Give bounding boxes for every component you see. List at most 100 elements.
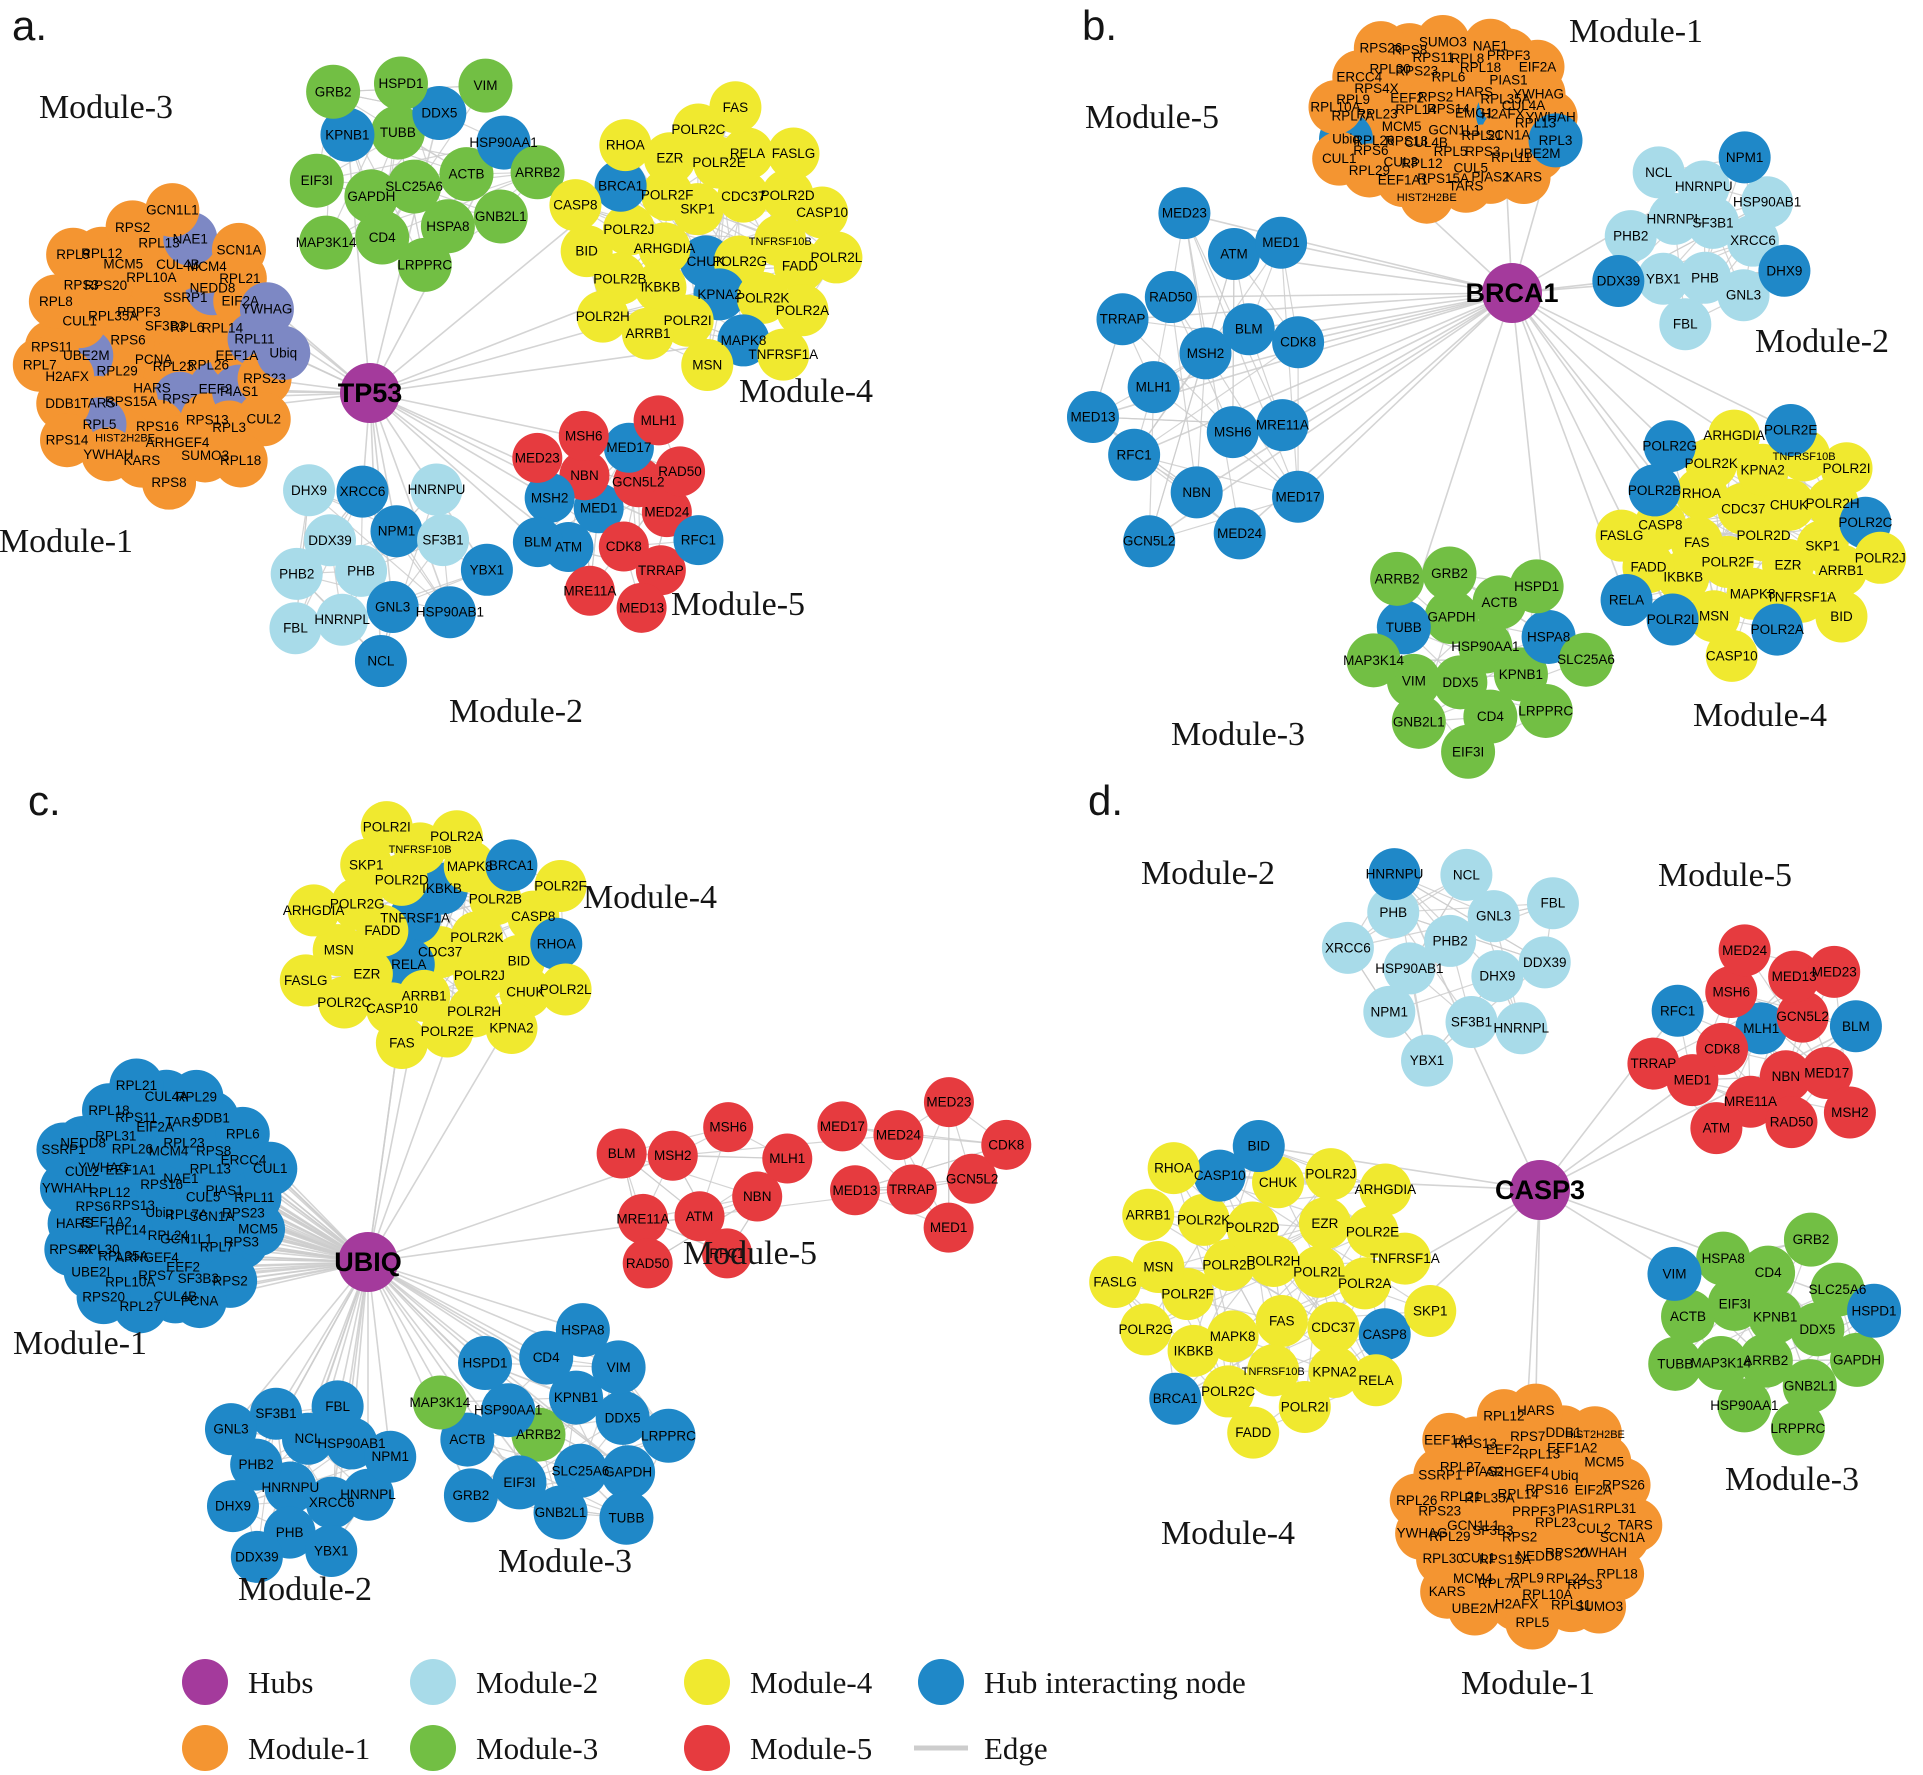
- node-MRE11A: [617, 1193, 668, 1244]
- node-POLR2L: [1646, 593, 1699, 646]
- hub-edge: [367, 1261, 521, 1483]
- node-PHB: [1367, 886, 1420, 939]
- node-label: MED17: [1804, 1065, 1849, 1080]
- node-label: RPS23: [222, 1206, 265, 1221]
- node-label: EIF2A: [221, 294, 259, 309]
- node-RPS20: [76, 1270, 131, 1325]
- node-NPM1: [364, 1430, 417, 1483]
- node-label: CDK8: [606, 539, 642, 554]
- node-MED17: [1272, 470, 1325, 523]
- node-label: POLR2B: [1628, 483, 1681, 498]
- node-TRRAP: [1096, 293, 1149, 346]
- node-POLR2K: [736, 271, 789, 324]
- node-label: POLR2F: [1161, 1287, 1214, 1302]
- node-label: RPS6: [76, 1199, 111, 1214]
- node-RPL8: [28, 274, 83, 329]
- hub-edge: [346, 134, 371, 394]
- node-label: PIAS1: [1489, 72, 1527, 87]
- node-HSPA8: [1696, 1231, 1751, 1286]
- hub-edge: [369, 339, 744, 394]
- node-label: POLR2J: [603, 222, 654, 237]
- node-label: GNB2L1: [475, 209, 527, 224]
- node-label: CDC37: [1721, 501, 1765, 516]
- node-label: PHB2: [1432, 933, 1467, 948]
- node-label: SCN1A: [1600, 1530, 1645, 1545]
- node-label: POLR2E: [1346, 1224, 1399, 1239]
- node-MED1: [923, 1202, 974, 1253]
- node-MAPK8: [1206, 1310, 1259, 1363]
- node-DDX39: [1518, 936, 1571, 989]
- node-label: RPL11: [1491, 150, 1531, 165]
- node-MAP3K14: [1693, 1336, 1748, 1391]
- node-label: POLR2G: [330, 896, 385, 911]
- node-RFC1: [673, 515, 724, 566]
- node-NPM1: [1718, 131, 1771, 184]
- node-BLM: [512, 517, 563, 568]
- node-label: SKP1: [349, 857, 384, 872]
- edge: [854, 1144, 1007, 1191]
- node-label: TNFRSF1A: [748, 347, 818, 362]
- node-ARHGDIA: [287, 884, 340, 937]
- node-MSH6: [1705, 966, 1758, 1019]
- node-label: TNFRSF1A: [1370, 1251, 1440, 1266]
- node-label: SF3B3: [145, 319, 186, 334]
- node-label: MAP3K14: [296, 235, 357, 250]
- node-HIST2H2BE: [1399, 169, 1454, 224]
- node-label: MRE11A: [1724, 1094, 1777, 1109]
- node-HSPD1: [1847, 1283, 1902, 1338]
- node-label: KPNA2: [489, 1021, 533, 1036]
- node-label: MSH2: [654, 1148, 692, 1163]
- node-label: NAE1: [1473, 38, 1508, 53]
- node-RPL10A: [1308, 80, 1363, 135]
- node-YBX1: [305, 1524, 358, 1577]
- node-MRE11A: [564, 565, 615, 616]
- node-YBX1: [1401, 1034, 1454, 1087]
- node-FAS: [1255, 1294, 1308, 1347]
- node-label: RPL26: [188, 358, 229, 373]
- node-POLR2K: [1177, 1193, 1230, 1246]
- node-label: RPL29: [1429, 1529, 1470, 1544]
- node-label: RPL24: [1546, 1571, 1588, 1586]
- node-label: RPL35A: [1464, 1490, 1514, 1505]
- node-label: PHB: [1379, 905, 1407, 920]
- node-label: GNL3: [375, 600, 410, 615]
- node-label: MED1: [580, 501, 618, 516]
- node-FASLG: [1089, 1255, 1142, 1308]
- node-label: POLR2K: [1685, 456, 1738, 471]
- node-label: MSN: [1143, 1259, 1173, 1274]
- node-label: NAE1: [173, 231, 208, 246]
- node-label: EEF2: [1486, 1442, 1520, 1457]
- node-label: RPS14: [1427, 102, 1470, 117]
- node-label: CUL1: [1322, 151, 1357, 166]
- node-TARS: [1608, 1498, 1663, 1553]
- node-DDX39: [230, 1530, 283, 1583]
- node-label: RPS7: [138, 1268, 173, 1283]
- node-label: RPS3: [224, 1235, 259, 1250]
- node-label: RPS26: [1602, 1478, 1645, 1493]
- hub-edge: [1511, 292, 1656, 491]
- hub-edge: [367, 1261, 547, 1359]
- node-GNB2L1: [1782, 1359, 1837, 1414]
- node-MSH2: [647, 1130, 698, 1181]
- node-MED17: [1800, 1046, 1853, 1099]
- node-TRRAP: [886, 1164, 937, 1215]
- node-label: SLC25A6: [552, 1463, 610, 1478]
- node-label: PHB: [347, 563, 375, 578]
- node-HSP90AA1: [1717, 1378, 1772, 1433]
- node-label: CUL4A: [145, 1089, 189, 1104]
- edge: [1170, 296, 1299, 498]
- node-MED1: [1255, 216, 1308, 269]
- node-DDX5: [595, 1390, 650, 1445]
- node-label: MAP3K14: [410, 1395, 471, 1410]
- node-label: RPL18: [1596, 1566, 1637, 1581]
- node-label: YWHAG: [1513, 86, 1564, 101]
- node-HSPD1: [373, 56, 428, 111]
- node-EEF1A1: [1422, 1412, 1477, 1467]
- node-label: MED17: [1276, 489, 1321, 504]
- node-label: POLR2D: [1737, 528, 1791, 543]
- node-RPL18: [213, 433, 268, 488]
- node-NPM1: [370, 505, 423, 558]
- node-label: RPL27: [1440, 1459, 1481, 1474]
- node-label: H2AFX: [1495, 1596, 1539, 1611]
- node-label: RPL21: [219, 271, 260, 286]
